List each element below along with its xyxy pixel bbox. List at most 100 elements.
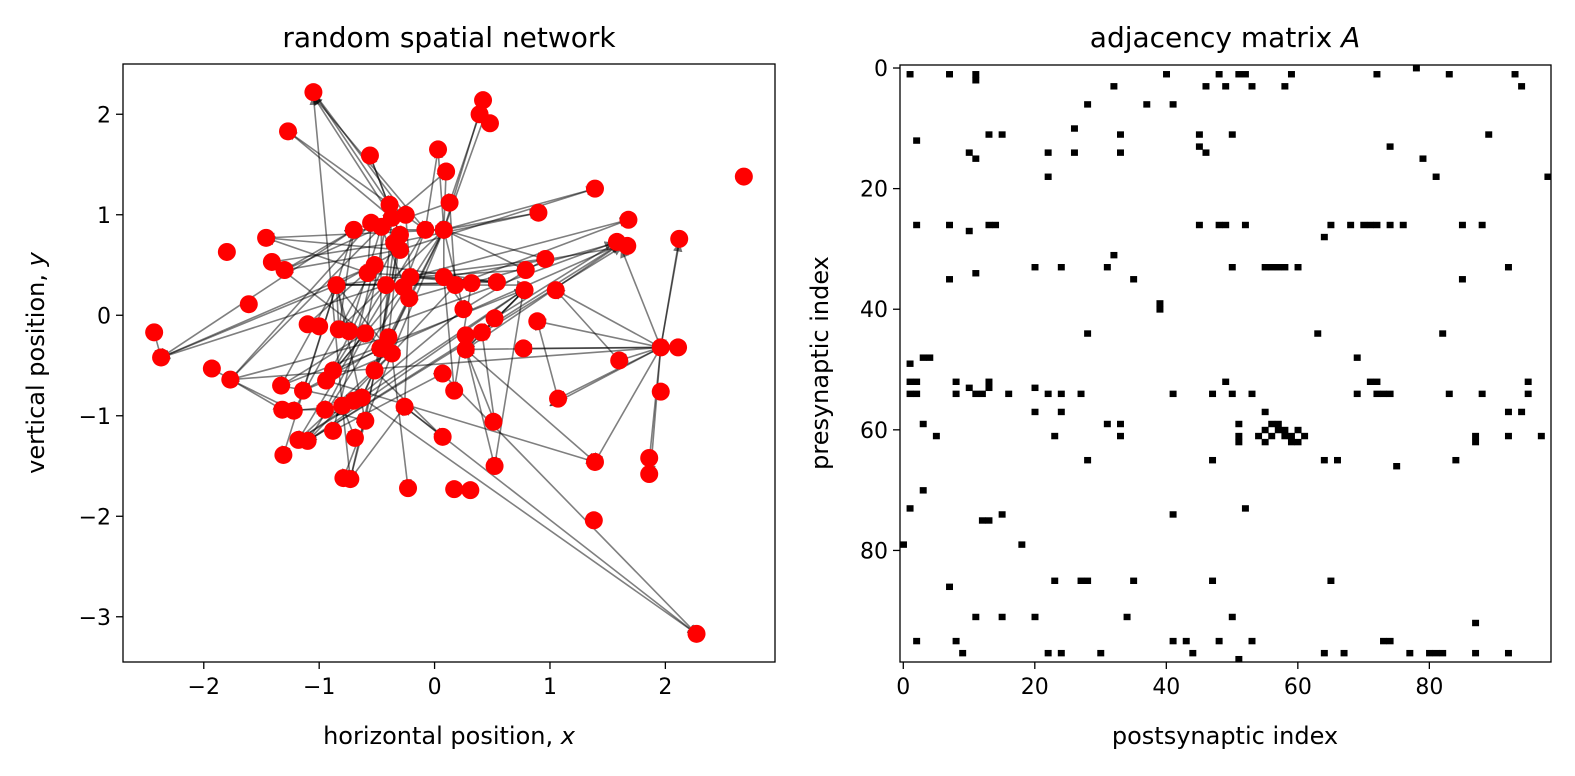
adjacency-cell [1235, 420, 1243, 428]
adjacency-cell [1235, 71, 1243, 78]
network-edge [410, 265, 527, 278]
network-title: random spatial network [282, 21, 616, 54]
adjacency-cell [1241, 71, 1249, 78]
network-node [651, 338, 670, 357]
adjacency-cell [965, 227, 973, 235]
network-node [365, 256, 384, 275]
adjacency-cell [1366, 378, 1374, 386]
network-node [262, 252, 281, 271]
network-node [239, 295, 258, 314]
network-plot-area [145, 83, 753, 643]
network-node [356, 411, 375, 430]
adjacency-cell [1130, 577, 1138, 585]
network-node [487, 273, 506, 292]
network-edge [160, 229, 355, 359]
adjacency-cell [1045, 662, 1052, 668]
adjacency-cell [946, 221, 954, 229]
adjacency-cell [1485, 131, 1493, 138]
network-edge [443, 229, 547, 262]
adjacency-cell [1228, 264, 1236, 271]
network-edge [442, 372, 698, 635]
network-edge [399, 187, 596, 252]
network-node [528, 312, 547, 331]
adjacency-cell [1215, 71, 1223, 78]
adjacency-cell [1156, 662, 1163, 668]
adjacency-cell [1386, 143, 1394, 150]
adjacency-cell [1478, 390, 1486, 398]
network-x-axis-label: horizontal position, x [323, 722, 576, 750]
x-tick-label: −1 [303, 675, 335, 700]
network-edge [391, 228, 445, 354]
adjacency-cell [919, 487, 927, 494]
adjacency-cell [1373, 378, 1381, 386]
x-tick-label: 0 [896, 675, 910, 700]
adjacency-cell [1426, 649, 1434, 657]
adjacency-cell [1432, 649, 1440, 657]
adjacency-cell [1110, 251, 1118, 259]
adjacency-cell [1195, 143, 1203, 150]
network-edge [443, 242, 629, 278]
adjacency-cell [1103, 420, 1111, 428]
adjacency-cell [1169, 511, 1177, 518]
network-node [585, 179, 604, 198]
network-edge [312, 91, 407, 216]
network-node [461, 481, 480, 500]
adjacency-cell [1287, 432, 1295, 440]
x-tick-label: 60 [1284, 675, 1312, 700]
adjacency-cell [965, 149, 973, 156]
network-node [396, 205, 415, 224]
adjacency-cell [1248, 390, 1256, 398]
adjacency-cell [1320, 456, 1328, 464]
adjacency-cell [913, 390, 921, 398]
network-node [434, 220, 453, 239]
adjacency-cell [1334, 456, 1341, 464]
adjacency-cell [985, 378, 993, 386]
adjacency-cell [1228, 613, 1236, 621]
adjacency-cell [972, 71, 980, 78]
adjacency-cell [1380, 637, 1388, 645]
adjacency-cell [1281, 432, 1289, 440]
adjacency-cell [1031, 613, 1039, 621]
adjacency-cell [1209, 390, 1217, 398]
adjacency-cell [1241, 505, 1249, 512]
y-tick-label: 80 [860, 539, 888, 564]
network-node [734, 167, 753, 186]
adjacency-cell [1202, 83, 1210, 90]
adjacency-cell [1235, 438, 1243, 446]
network-node [618, 236, 637, 255]
adjacency-cell [1524, 390, 1532, 398]
network-node [584, 511, 603, 530]
adjacency-cell [1445, 71, 1453, 78]
adjacency-cell [946, 583, 954, 591]
y-tick-label: 1 [97, 204, 111, 229]
adjacency-cell [1261, 408, 1269, 416]
x-tick-label: 80 [1415, 675, 1443, 700]
adjacency-cell [972, 390, 980, 398]
network-node [456, 340, 475, 359]
adjacency-cell [906, 505, 914, 512]
adjacency-cell [1353, 390, 1361, 398]
network-nodes [145, 83, 753, 643]
adjacency-cell [1057, 390, 1065, 398]
adjacency-cell [1412, 65, 1420, 72]
network-node [480, 114, 499, 133]
network-node [315, 400, 334, 419]
adjacency-cell [1458, 276, 1466, 283]
adjacency-cell [1005, 390, 1013, 398]
network-node [272, 376, 291, 395]
network-node [529, 203, 548, 222]
network-edge [536, 318, 661, 349]
network-node [279, 122, 298, 141]
adjacency-cell [1084, 456, 1092, 464]
adjacency-cell [1478, 221, 1486, 229]
adjacency-cell [992, 221, 1000, 229]
adjacency-cell [1228, 131, 1236, 138]
network-edge [301, 284, 338, 392]
adjacency-cell [1103, 264, 1111, 271]
adjacency-cell [900, 541, 907, 548]
network-node [585, 452, 604, 471]
adjacency-cell [1327, 221, 1335, 229]
adjacency-cell [972, 613, 980, 621]
adjacency-cell [1169, 637, 1177, 645]
network-x-ticks: −2 −1 0 1 2 [188, 662, 672, 700]
